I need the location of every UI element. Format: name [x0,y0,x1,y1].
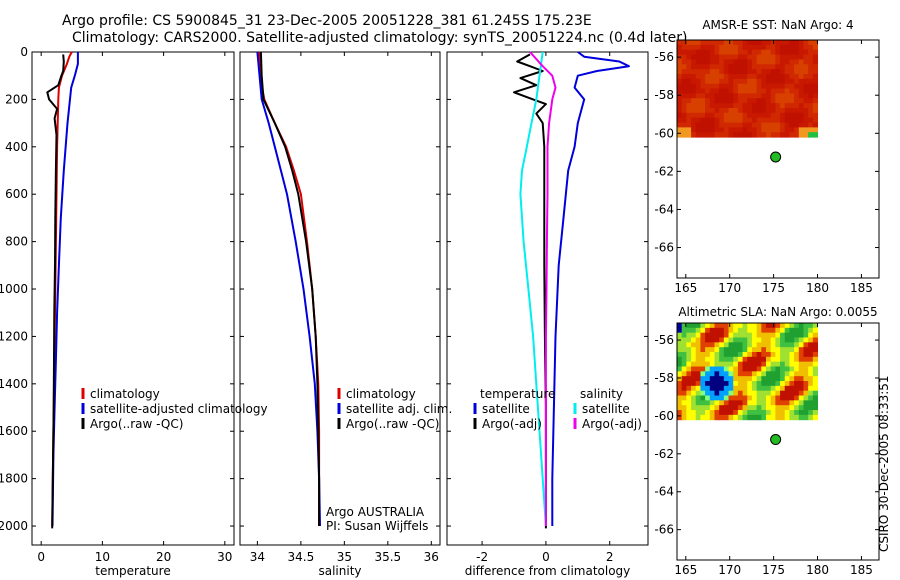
x-tick-label: 35.5 [374,550,401,564]
x-tick-label: 180 [806,563,829,577]
x-tick-label: 170 [718,563,741,577]
x-tick-label: 170 [718,281,741,295]
x-tick-label: 175 [762,281,785,295]
y-tick-label: -64 [654,202,674,216]
x-axis-label: salinity [318,564,361,578]
legend-label: temperature [480,387,555,401]
y-tick-label: -58 [654,371,674,385]
series-line [519,51,547,527]
argo-float-marker [770,434,782,446]
y-tick-label: -56 [654,333,674,347]
x-tick-label: 10 [95,550,110,564]
x-tick-label: 2 [606,550,614,564]
map-title: Altimetric SLA: NaN Argo: 0.0055 [678,305,877,319]
axes-box [676,322,880,561]
panel-temperature: 0 10 20 30 temperature 0 200 400 600 800 1000 1200 1… [0,45,268,578]
x-axis-label: temperature [95,564,170,578]
series-line [259,51,321,526]
y-tick-label: -64 [654,485,674,499]
legend-label: climatology [90,387,160,401]
y-tick-label: -66 [654,523,674,537]
plots: 0 10 20 30temperature0200400600800100012001… [0,18,880,578]
legend-label: satellite [482,402,530,416]
legend-label: satellite adj. clim. [346,402,452,416]
y-tick-label: -60 [654,126,674,140]
axes-box [676,39,880,279]
panel-sla_map: Altimetric SLA: NaN Argo: 0.0055 165 170 17… [654,305,880,577]
y-tick-label: 1200 [0,329,28,343]
argo-float-marker [770,151,782,163]
y-tick-label: -66 [654,241,674,255]
x-tick-label: 180 [806,281,829,295]
legend-label: Argo(..raw -QC) [346,417,439,431]
x-tick-label: 185 [850,281,873,295]
side-label: CSIRO 30-Dec-2005 08:33:51 [877,375,891,552]
title-line-2: Climatology: CARS2000. Satellite-adjuste… [72,30,687,46]
y-tick-label: 1400 [0,377,28,391]
panel-salinity: 34 34.5 35 35.5 36 salinity climatologysatelli… [239,51,452,578]
map-field [677,323,819,421]
x-tick-label: 30 [217,550,232,564]
y-tick-label: -56 [654,50,674,64]
x-tick-label: 20 [156,550,171,564]
legend-label: Argo(-adj) [582,417,642,431]
x-tick-label: 34.5 [288,550,315,564]
y-tick-label: 600 [5,187,28,201]
y-tick-label: 1000 [0,282,28,296]
y-tick-label: 2000 [0,519,28,533]
x-tick-label: 0 [37,550,45,564]
series-line [46,54,65,529]
series-line [529,51,557,526]
y-tick-label: 400 [5,140,28,154]
x-tick-label: 165 [674,563,697,577]
y-tick-label: 1800 [0,472,28,486]
y-tick-label: 800 [5,235,28,249]
series-line [256,51,321,527]
x-tick-label: 185 [850,563,873,577]
map-title: AMSR-E SST: NaN Argo: 4 [702,18,853,32]
series-line [51,52,79,527]
map-field [677,40,819,138]
y-tick-label: -58 [654,88,674,102]
x-tick-label: 36 [424,550,439,564]
y-tick-label: -62 [654,447,674,461]
panel-sst_map: AMSR-E SST: NaN Argo: 4 165 170 175 180 185 -5… [654,18,880,295]
x-tick-label: 34 [250,550,265,564]
legend-label: satellite [582,402,630,416]
x-tick-label: 175 [762,563,785,577]
y-tick-label: -62 [654,164,674,178]
y-tick-label: 200 [5,92,28,106]
y-tick-label: 0 [20,45,28,59]
legend-label: Argo(-adj) [482,417,542,431]
legend-label: satellite-adjusted climatology [90,402,268,416]
x-tick-label: -2 [476,550,488,564]
legend-label: salinity [580,387,623,401]
x-tick-label: 35 [337,550,352,564]
x-axis-label: difference from climatology [465,564,631,578]
axes-box [446,51,649,546]
y-tick-label: -60 [654,409,674,423]
series-line [551,51,630,526]
y-tick-label: 1600 [0,424,28,438]
legend-label: climatology [346,387,416,401]
legend-label: Argo(..raw -QC) [90,417,183,431]
axes-box [31,51,235,546]
annotation-text: Argo AUSTRALIA [326,505,425,519]
annotation-text: PI: Susan Wijffels [326,519,428,533]
x-tick-label: 165 [674,281,697,295]
x-tick-label: 0 [542,550,550,564]
axes-box [239,51,441,546]
title-line-1: Argo profile: CS 5900845_31 23-Dec-2005 … [62,13,592,29]
